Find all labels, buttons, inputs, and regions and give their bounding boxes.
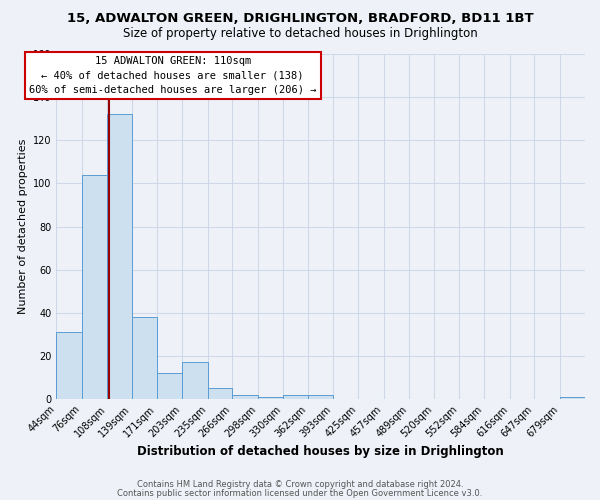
Text: Contains public sector information licensed under the Open Government Licence v3: Contains public sector information licen… xyxy=(118,488,482,498)
Bar xyxy=(560,397,585,399)
Bar xyxy=(208,388,232,399)
Text: Contains HM Land Registry data © Crown copyright and database right 2024.: Contains HM Land Registry data © Crown c… xyxy=(137,480,463,489)
Bar xyxy=(182,362,208,399)
Bar xyxy=(232,395,258,399)
Text: Size of property relative to detached houses in Drighlington: Size of property relative to detached ho… xyxy=(122,28,478,40)
Bar xyxy=(132,317,157,399)
Bar xyxy=(82,175,107,399)
Bar xyxy=(283,395,308,399)
Bar xyxy=(56,332,82,399)
Text: 15 ADWALTON GREEN: 110sqm
← 40% of detached houses are smaller (138)
60% of semi: 15 ADWALTON GREEN: 110sqm ← 40% of detac… xyxy=(29,56,316,96)
X-axis label: Distribution of detached houses by size in Drighlington: Distribution of detached houses by size … xyxy=(137,444,504,458)
Text: 15, ADWALTON GREEN, DRIGHLINGTON, BRADFORD, BD11 1BT: 15, ADWALTON GREEN, DRIGHLINGTON, BRADFO… xyxy=(67,12,533,26)
Bar xyxy=(157,373,182,399)
Y-axis label: Number of detached properties: Number of detached properties xyxy=(17,139,28,314)
Bar xyxy=(308,395,333,399)
Bar xyxy=(107,114,132,399)
Bar xyxy=(258,397,283,399)
